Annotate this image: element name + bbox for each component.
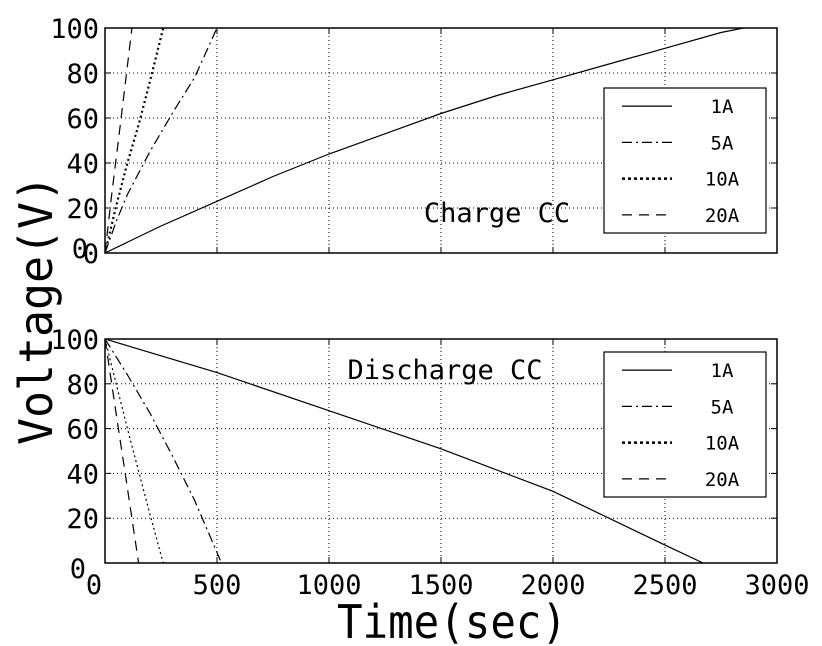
legend-label-20a: 20A (705, 469, 740, 491)
charge-annotation: Charge CC (424, 198, 570, 229)
discharge-annotation: Discharge CC (347, 355, 542, 386)
legend-label-1a: 1A (711, 360, 734, 382)
y-tick-label: 60 (66, 415, 99, 446)
x-tick-label: 0 (86, 570, 102, 601)
y-tick-label: 100 (50, 325, 99, 356)
y-tick-label: 100 (50, 14, 99, 45)
series-line-1a (105, 339, 704, 563)
series-line-5a (105, 339, 223, 563)
legend-label-5a: 5A (711, 132, 734, 154)
x-axis-label: Time(sec) (337, 595, 567, 646)
x-tick-label: 1000 (296, 570, 361, 601)
x-tick-label: 2500 (632, 570, 697, 601)
y-tick-label: 80 (66, 370, 99, 401)
y-tick-label: 20 (66, 194, 99, 225)
series-line-1a (105, 28, 744, 253)
legend: 1A 5A 10A 20A (603, 87, 767, 234)
y-tick-label: 40 (66, 149, 99, 180)
legend-box (603, 87, 767, 234)
legend: 1A 5A 10A 20A (603, 351, 767, 498)
legend-label-10a: 10A (705, 169, 740, 191)
legend-label-1a: 1A (711, 96, 734, 118)
x-tick-label: 1500 (408, 570, 473, 601)
legend-box (603, 351, 767, 498)
series-line-5a (105, 28, 218, 253)
x-tick-label: 2000 (520, 570, 585, 601)
y-tick-label: 60 (66, 104, 99, 135)
y-tick-label: 80 (66, 59, 99, 90)
corner-label-bottom: 0 (70, 554, 86, 585)
y-axis-label: Voltage(V) (9, 175, 63, 445)
legend-label-10a: 10A (705, 433, 740, 455)
legend-label-5a: 5A (711, 396, 734, 418)
series-line-20a (105, 339, 140, 563)
legend-label-20a: 20A (705, 205, 740, 227)
y-tick-label: 40 (66, 459, 99, 490)
series-line-10a (105, 28, 165, 253)
series-line-20a (105, 28, 133, 253)
charge-panel: 0 20 40 60 80 100 Charge CC 1A 5A 10A 20A (50, 14, 778, 270)
x-tick-label: 3000 (744, 570, 809, 601)
discharge-panel: 20 40 60 80 100 Discharge CC 1A 5A 10A 20A (50, 325, 778, 564)
corner-label-top: 0 (72, 234, 88, 265)
y-tick-label: 20 (66, 504, 99, 535)
x-tick-label: 500 (193, 570, 242, 601)
y-tick-label: 0 (83, 239, 99, 270)
